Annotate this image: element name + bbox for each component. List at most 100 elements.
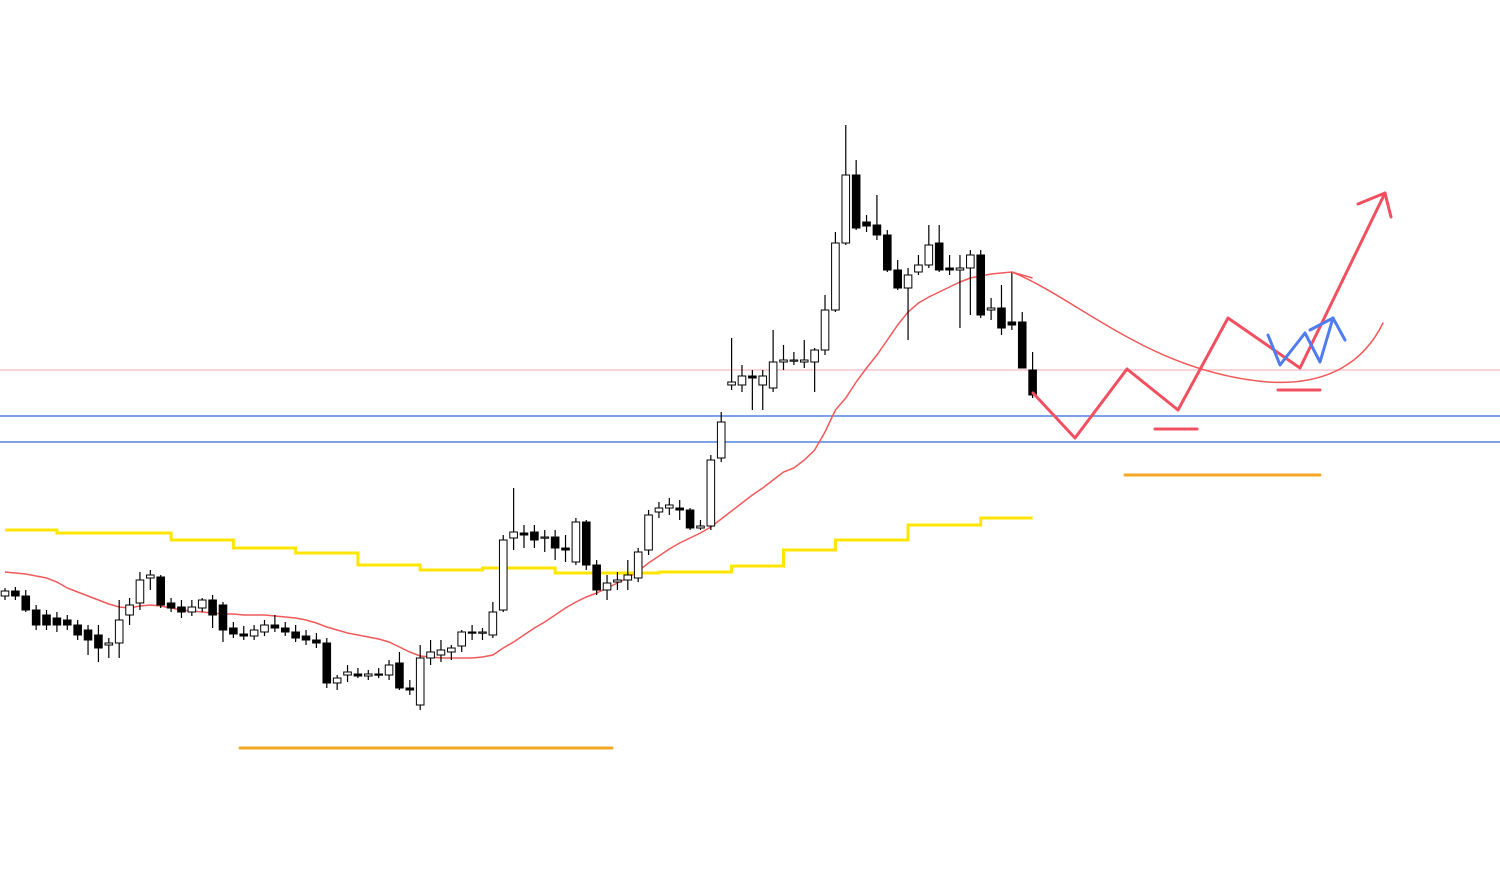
candle-body [31,609,41,626]
candle-body [924,244,934,266]
candle-body [986,307,996,311]
projected-path [1031,191,1387,440]
candle-body [478,631,487,634]
candle-body [883,234,892,271]
arrow-head [1356,191,1393,219]
candle-body [768,361,778,389]
candle-body [592,564,601,591]
candle-body [789,359,799,362]
candle-body [862,221,871,227]
candle-body [633,551,643,579]
candle-body [966,254,975,269]
candle-body [810,349,819,363]
projected-average [1011,271,1384,384]
candle-body [166,602,176,609]
candle-body [73,624,82,636]
candle-body [447,647,456,653]
candle-body [415,657,425,706]
moving-average [4,271,1033,659]
candle-body [395,662,404,689]
candle-body [706,459,716,527]
candle-body [457,631,467,647]
candle-body [62,619,72,626]
candle-body [550,536,560,549]
candle-body [312,639,321,644]
candle-body [540,536,550,539]
candle-body [135,579,145,604]
candle-body [727,381,736,386]
overlays [4,271,1033,659]
candle-body [52,617,62,626]
candle-body [322,642,332,684]
levels [0,369,1500,443]
candle-body [654,507,664,513]
candle-body [779,359,788,363]
candle-body [260,624,269,633]
candle-body [685,509,695,529]
candle-body [561,547,570,551]
candle-body [665,504,674,509]
candle-body [872,224,882,236]
candle-body [301,635,311,641]
candle-body [83,629,93,641]
candle-body [353,673,363,677]
arrow-head [1308,316,1347,342]
candle-body [903,274,913,289]
candle-body [976,254,986,316]
annotations [238,191,1393,750]
candle-body [893,269,902,289]
candle-body [696,525,705,529]
candle-body [955,267,965,271]
candle-body [291,631,300,639]
candle-body [1007,321,1017,326]
candle-body [94,634,103,649]
candle-body [488,611,498,636]
candle-body [239,633,249,637]
candle-body [945,267,954,271]
candle-body [0,590,10,597]
candle-body [602,582,612,591]
candle-body [571,521,581,563]
candle-body [1028,369,1037,396]
candle-body [519,532,529,536]
candle-body [384,664,394,676]
candle-body [675,507,685,511]
candle-body [914,264,923,273]
candle-body [467,631,477,634]
candle-body [613,579,622,583]
candle-body [623,574,633,581]
candle-body [716,421,726,459]
candle-body [644,514,653,551]
candle-body [498,539,508,611]
candle-body [758,375,768,386]
candle-body [229,627,238,635]
candle-body [146,574,155,579]
candle-body [581,521,591,566]
candle-body [831,242,840,311]
candle-body [270,624,280,629]
step-line [5,516,1033,575]
candle-body [997,307,1006,329]
small-wave [1266,316,1335,367]
candle-body [436,649,446,656]
candle-body [426,651,435,659]
candle-body [841,174,851,244]
candle-body [218,604,228,631]
candle-body [530,531,539,541]
candle-body [820,309,830,351]
candle-body [364,673,373,677]
candle-body [799,359,809,363]
candle-body [405,687,415,691]
candle-body [11,590,20,597]
candle-body [509,531,518,539]
candle-body [177,606,186,613]
candle-body [851,174,861,229]
candle-body [1017,321,1027,369]
candle-body [104,642,114,646]
candle-body [156,576,165,606]
candle-body [125,604,134,616]
candle-body [249,629,259,637]
candle-body [343,671,352,676]
